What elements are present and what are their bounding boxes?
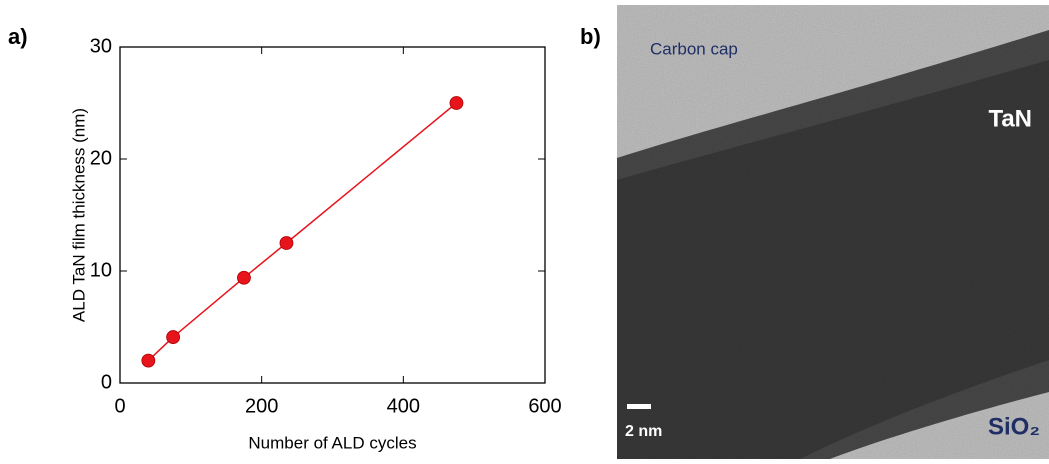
x-tick-label: 0 (114, 395, 125, 417)
x-tick-label: 200 (245, 395, 278, 417)
panel-label: b) (580, 24, 601, 49)
panel-label: a) (8, 24, 28, 49)
data-point (237, 270, 251, 285)
image-label: Carbon cap (650, 39, 738, 58)
x-axis-label: Number of ALD cycles (248, 433, 416, 452)
scale-bar (627, 404, 651, 409)
data-point (279, 236, 294, 250)
data-point (141, 353, 156, 368)
scale-bar-label: 2 nm (625, 423, 662, 440)
y-axis-label: ALD TaN film thickness (nm) (69, 108, 88, 322)
plot-frame (119, 46, 546, 384)
image-label: SiO₂ (988, 413, 1040, 440)
image-label: TaN (988, 105, 1032, 132)
y-tick-label: 10 (90, 259, 112, 281)
fit-line (147, 102, 457, 362)
x-tick-label: 600 (528, 395, 561, 417)
y-tick-label: 20 (90, 147, 112, 169)
data-point (449, 96, 464, 110)
y-tick-label: 0 (101, 371, 112, 393)
data-point (166, 330, 181, 344)
y-tick-label: 30 (90, 35, 112, 57)
tem-image: Carbon cap TaN SiO₂ 2 nm (617, 5, 1049, 459)
x-tick-label: 400 (387, 395, 420, 417)
